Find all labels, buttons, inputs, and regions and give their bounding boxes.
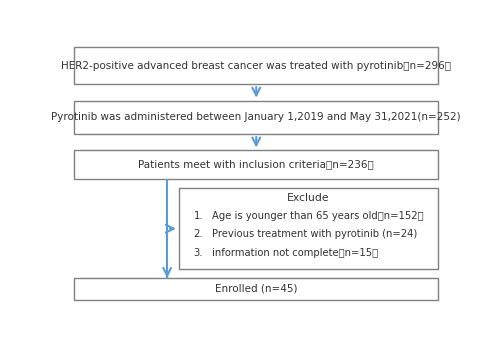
Text: information not complete（n=15）: information not complete（n=15） [212,248,378,258]
Text: Age is younger than 65 years old（n=152）: Age is younger than 65 years old（n=152） [212,210,424,221]
Bar [179,188,438,269]
Text: 2.: 2. [194,229,203,239]
Text: HER2-positive advanced breast cancer was treated with pyrotinib（n=296）: HER2-positive advanced breast cancer was… [61,61,451,71]
Bar [74,150,438,179]
Text: Enrolled (n=45): Enrolled (n=45) [215,284,298,294]
Bar [74,101,438,134]
Text: 3.: 3. [194,248,203,258]
Text: Exclude: Exclude [287,193,330,204]
Text: Pyrotinib was administered between January 1,2019 and May 31,2021(n=252): Pyrotinib was administered between Janua… [52,112,461,122]
Text: Previous treatment with pyrotinib (n=24): Previous treatment with pyrotinib (n=24) [212,229,417,239]
Bar [74,47,438,84]
Text: Patients meet with inclusion criteria（n=236）: Patients meet with inclusion criteria（n=… [138,160,374,169]
Bar [74,278,438,299]
Text: 1.: 1. [194,210,203,221]
